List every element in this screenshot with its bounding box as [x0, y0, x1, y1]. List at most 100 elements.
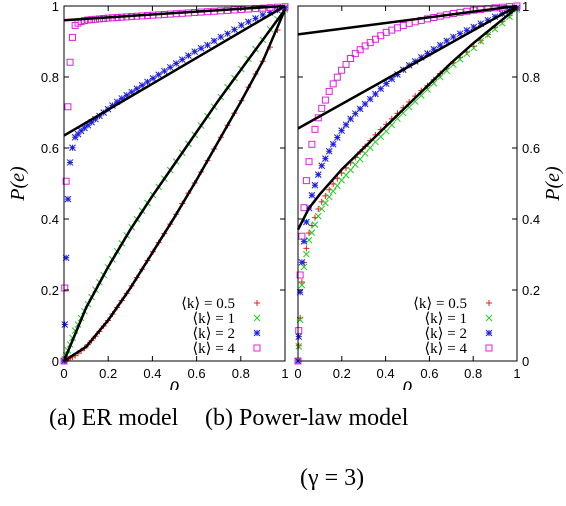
- x-axis-label: ρ: [169, 374, 180, 390]
- x-tick-label: 0: [60, 366, 67, 381]
- data-point: [166, 63, 174, 71]
- data-point: [342, 121, 350, 129]
- legend-label: ⟨k⟩ = 1: [192, 311, 235, 327]
- data-point: [296, 271, 304, 279]
- data-point: [178, 56, 186, 63]
- x-tick-label: 0.6: [420, 366, 438, 381]
- y-tick-label: 0.4: [41, 212, 59, 227]
- caption-b-line1: (b) Power-law model: [205, 405, 409, 431]
- data-point: [305, 236, 313, 244]
- legend-label: ⟨k⟩ = 2: [192, 326, 235, 342]
- data-point: [66, 58, 74, 66]
- fit-line: [63, 4, 286, 137]
- data-point: [347, 115, 354, 123]
- data-point: [356, 46, 364, 54]
- data-point: [61, 321, 69, 328]
- y-tick-label: 0.8: [522, 70, 540, 85]
- x-tick-label: 0.2: [99, 366, 117, 381]
- data-point: [338, 127, 345, 134]
- data-point: [417, 54, 425, 61]
- data-point: [144, 78, 151, 86]
- data-point: [224, 30, 231, 38]
- data-point: [315, 206, 322, 213]
- data-point: [296, 288, 304, 296]
- data-point: [430, 45, 438, 53]
- y-tick-label: 0: [522, 354, 529, 369]
- data-point: [303, 218, 310, 226]
- data-point: [259, 11, 267, 19]
- data-point: [295, 343, 303, 350]
- data-point: [217, 33, 225, 41]
- data-point: [325, 87, 333, 95]
- data-point: [334, 175, 341, 182]
- data-point: [329, 187, 337, 195]
- data-point: [347, 166, 354, 174]
- y-tick-label: 0.6: [522, 141, 540, 156]
- data-point: [321, 96, 329, 104]
- data-point: [298, 232, 306, 240]
- data-point: [311, 181, 319, 189]
- x-tick-label: 1: [281, 366, 288, 381]
- data-point: [298, 281, 306, 289]
- data-point: [266, 9, 274, 16]
- y-tick-label: 0.2: [41, 283, 59, 298]
- data-point: [477, 20, 485, 27]
- data-point: [172, 60, 180, 67]
- data-point: [325, 147, 333, 155]
- fit-line: [296, 6, 518, 231]
- legend: ⟨k⟩ = 0.5⟨k⟩ = 1⟨k⟩ = 2⟨k⟩ = 4: [181, 296, 261, 357]
- data-point: [338, 66, 346, 74]
- data-point: [333, 182, 341, 190]
- data-point: [210, 37, 218, 45]
- data-point: [356, 155, 364, 163]
- data-point: [366, 144, 374, 152]
- series-1: [60, 6, 289, 365]
- series-2: [60, 4, 289, 365]
- y-tick-label: 0.2: [522, 283, 540, 298]
- data-point: [252, 15, 259, 22]
- data-point: [84, 121, 92, 129]
- data-point: [325, 193, 333, 201]
- data-point: [298, 278, 305, 285]
- data-point: [303, 250, 310, 258]
- y-tick-label: 0.4: [522, 212, 540, 227]
- x-tick-label: 0.2: [333, 366, 351, 381]
- data-point: [318, 162, 326, 170]
- data-point: [300, 237, 308, 245]
- data-point: [68, 33, 76, 41]
- data-point: [394, 71, 401, 78]
- fit-line: [297, 4, 518, 130]
- data-point: [491, 13, 499, 21]
- data-point: [238, 21, 245, 29]
- data-point: [204, 41, 211, 49]
- fit-line: [63, 4, 286, 22]
- data-point: [64, 103, 72, 111]
- legend-marker: [485, 344, 493, 352]
- legend-label: ⟨k⟩ = 0.5: [181, 296, 235, 312]
- data-point: [64, 195, 72, 203]
- legend-marker: [253, 314, 261, 322]
- data-point: [77, 127, 85, 135]
- data-point: [185, 52, 192, 59]
- x-axis-label: ρ: [402, 374, 413, 390]
- data-point: [351, 50, 359, 58]
- data-point: [302, 177, 310, 185]
- data-point: [88, 118, 95, 126]
- data-point: [69, 144, 76, 152]
- data-point: [300, 204, 308, 212]
- data-point: [66, 159, 74, 166]
- data-point: [191, 48, 199, 55]
- data-point: [149, 75, 157, 82]
- data-point: [456, 30, 464, 38]
- data-point: [298, 258, 306, 266]
- data-point: [318, 104, 326, 112]
- fit-line: [297, 4, 518, 36]
- data-point: [377, 85, 385, 93]
- data-point: [311, 125, 319, 133]
- data-point: [92, 115, 99, 123]
- data-point: [308, 191, 316, 199]
- legend-marker: [485, 314, 493, 322]
- data-point: [161, 67, 168, 75]
